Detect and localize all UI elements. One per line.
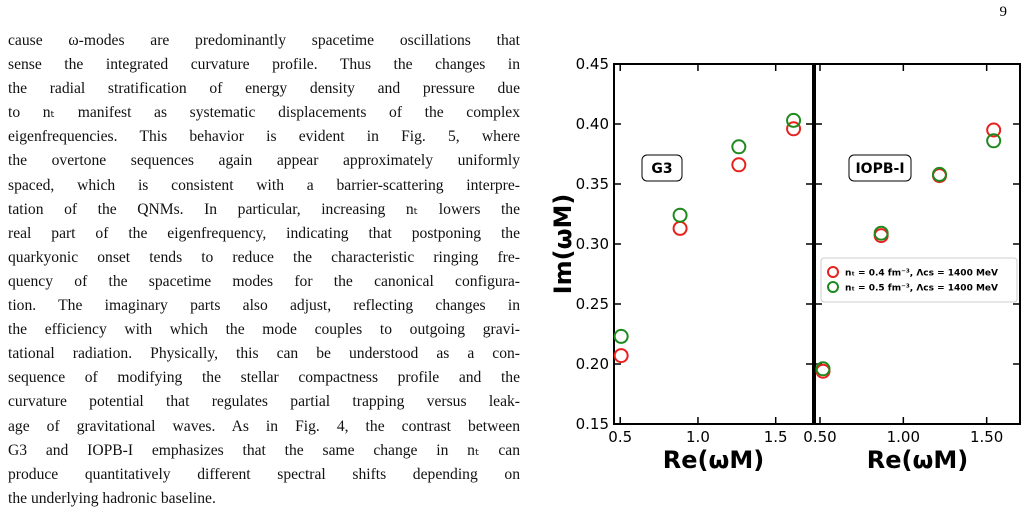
y-tick-label: 0.25: [576, 295, 609, 313]
annotation-box: [848, 154, 912, 182]
text-line: age of gravitational waves. As in Fig. 4…: [8, 417, 520, 435]
x-tick-label: 1.5: [764, 428, 788, 446]
text-line: spaced, which is consistent with a barri…: [8, 176, 520, 194]
annotation: IOPB-I: [855, 161, 904, 177]
data-point: [786, 112, 802, 128]
text-line: quarkyonic onset tends to reduce the cha…: [8, 248, 520, 266]
text-line: sense the integrated curvature profile. …: [8, 56, 520, 74]
x-tick-label: 1.0: [686, 428, 710, 446]
data-point: [986, 133, 1002, 149]
x-axis-label: Re(ωM): [663, 446, 764, 474]
data-point: [613, 328, 629, 344]
text-line: the overtone sequences again appear appr…: [8, 152, 520, 170]
y-tick-label: 0.30: [576, 235, 609, 253]
x-tick-label: 1.00: [887, 428, 920, 446]
text-line: to nₜ manifest as systematic displacemen…: [8, 104, 520, 122]
y-tick-label: 0.45: [576, 55, 609, 73]
text-line: produce quantitatively different spectra…: [8, 465, 520, 483]
data-point: [731, 157, 747, 173]
legend-label: nₜ = 0.5 fm⁻³, Λcs = 1400 MeV: [845, 284, 998, 294]
annotation-box: [641, 154, 683, 182]
legend-marker: [827, 266, 839, 278]
data-point: [731, 139, 747, 155]
data-point: [815, 361, 831, 377]
text-line: G3 and IOPB-I emphasizes that the same c…: [8, 441, 520, 459]
legend-label: nₜ = 0.4 fm⁻³, Λcs = 1400 MeV: [845, 269, 998, 279]
data-point: [672, 220, 688, 236]
page-number: 9: [999, 4, 1008, 20]
data-point: [986, 122, 1002, 138]
text-line: quency of the spacetime modes for the ca…: [8, 272, 520, 290]
data-point: [932, 166, 947, 182]
text-line: sequence of modifying the stellar compac…: [8, 369, 520, 387]
x-tick-label: 0.5: [608, 428, 632, 446]
y-tick-label: 0.35: [576, 175, 609, 193]
y-tick-label: 0.15: [576, 415, 609, 433]
text-line: eigenfrequencies. This behavior is evide…: [8, 128, 520, 146]
text-line: the underlying hadronic baseline.: [8, 489, 216, 507]
plot-frame: [814, 63, 1021, 425]
data-point: [873, 225, 889, 241]
text-line: curvature potential that regulates parti…: [8, 393, 520, 411]
y-tick-label: 0.20: [576, 355, 609, 373]
data-point: [672, 207, 688, 223]
x-axis-label: Re(ωM): [867, 446, 968, 474]
text-line: tational radiation. Physically, this can…: [8, 345, 520, 363]
text-line: tation of the QNMs. In particular, incre…: [8, 200, 520, 218]
annotation: G3: [651, 161, 672, 177]
y-axis-label: Im(ωM): [549, 194, 577, 295]
x-tick-label: 0.50: [803, 428, 836, 446]
body-text: cause ω-modes are predominantly spacetim…: [8, 30, 520, 512]
text-line: the radial stratification of energy dens…: [8, 80, 520, 98]
text-line: real part of the eigenfrequency, indicat…: [8, 224, 520, 242]
data-point: [786, 121, 802, 137]
plot-frame: [613, 63, 814, 425]
y-tick-label: 0.40: [576, 115, 609, 133]
legend-box: [820, 257, 1018, 303]
x-tick-label: 1.50: [970, 428, 1003, 446]
legend-marker: [827, 281, 839, 293]
text-line: the efficiency with which the mode coupl…: [8, 321, 520, 339]
text-line: tion. The imaginary parts also adjust, r…: [8, 297, 520, 315]
data-point: [613, 348, 629, 364]
text-line: cause ω-modes are predominantly spacetim…: [8, 32, 520, 49]
